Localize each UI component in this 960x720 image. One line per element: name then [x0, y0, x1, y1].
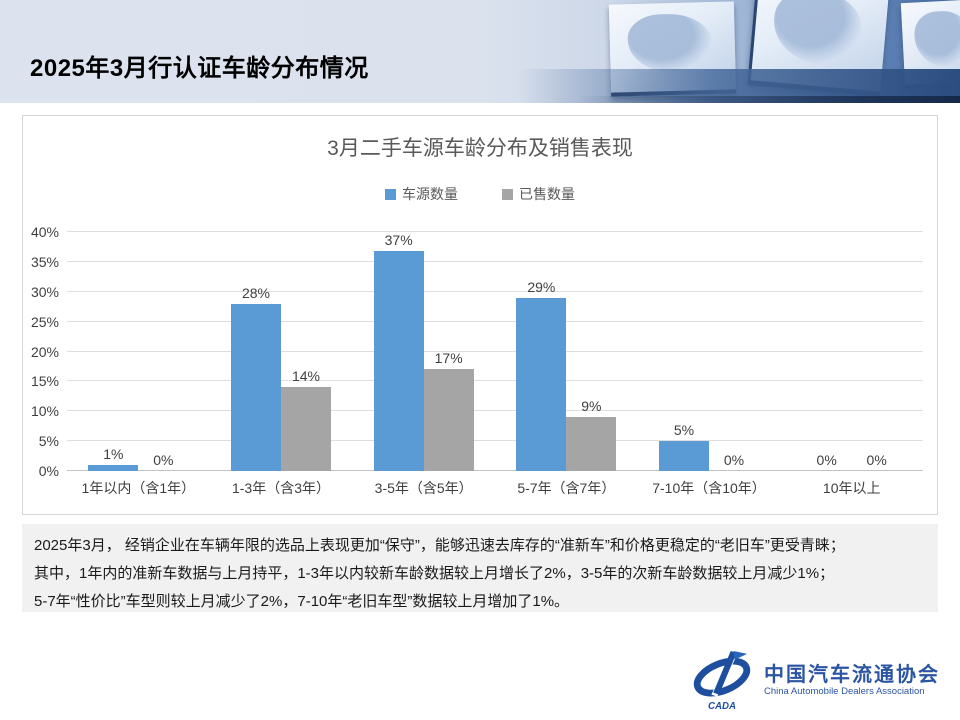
bar-column-2: 14% [280, 232, 331, 471]
summary-box: 2025年3月， 经销企业在车辆年限的选品上表现更加“保守”，能够迅速去库存的“… [22, 524, 938, 612]
x-axis-label-3: 3-5年（含5年） [374, 480, 473, 496]
legend-item-1: 车源数量 [385, 184, 458, 204]
bar-value-label: 17% [434, 350, 463, 367]
bar-value-label: 9% [581, 398, 602, 415]
summary-line: 2025年3月， 经销企业在车辆年限的选品上表现更加“保守”，能够迅速去库存的“… [34, 537, 845, 554]
legend-item-2: 已售数量 [502, 184, 575, 204]
org-name-block: 中国汽车流通协会 China Automobile Dealers Associ… [764, 664, 940, 698]
bar-column-1: 37% [373, 232, 424, 471]
gridline-40 [67, 231, 923, 232]
summary-line: 5-7年“性价比”车型则较上月减少了2%，7-10年“老旧车型”数据较上月增加了… [34, 593, 570, 610]
bar-series1-cat1 [88, 465, 139, 471]
gridline-30 [67, 290, 923, 292]
bar-column-2: 0% [852, 232, 902, 471]
bar-group-2: 28% 14% [210, 232, 353, 471]
x-axis-label-1: 1年以内（含1年） [81, 480, 196, 496]
gridline-25 [67, 320, 923, 322]
bar-value-label: 1% [103, 446, 124, 463]
x-axis-label-5: 7-10年（含10年） [652, 480, 766, 496]
chart-legend: 车源数量 已售数量 [23, 184, 937, 204]
world-map-texture [913, 9, 960, 69]
y-tick-label-35: 35% [30, 253, 59, 270]
y-tick-label-30: 30% [30, 283, 59, 300]
bar-column-2: 9% [566, 232, 617, 471]
gridline-15 [67, 380, 923, 382]
bar-column-2: 0% [138, 232, 188, 471]
org-name-cn: 中国汽车流通协会 [764, 664, 940, 687]
world-map-texture [626, 12, 714, 75]
org-name-en: China Automobile Dealers Association [764, 686, 925, 698]
bar-group-5: 5% 0% [638, 232, 781, 471]
bar-value-label: 0% [816, 452, 837, 468]
y-tick-label-10: 10% [30, 403, 59, 420]
banner-floor-shadow-dark [576, 96, 960, 103]
bar-group-4: 29% 9% [495, 232, 638, 471]
bar-group-1: 1% 0% [67, 232, 210, 471]
plot-area: 0% 5% 10% 15% 20% 25% 30% 35% 40% 1% 0% 28% 14% 37% 17… [31, 224, 923, 479]
bar-value-label: 0% [866, 452, 887, 468]
gridline-20 [67, 350, 923, 352]
bar-series1-cat4 [516, 297, 567, 471]
bar-series1-cat2 [230, 303, 281, 471]
y-tick-label-5: 5% [38, 433, 59, 450]
bar-value-label: 28% [241, 284, 270, 301]
legend-label: 已售数量 [519, 186, 575, 202]
bar-column-2: 0% [709, 232, 759, 471]
bar-series2-cat4 [566, 417, 617, 471]
bar-series1-cat3 [373, 251, 424, 471]
x-axis-labels: 1年以内（含1年） 1-3年（含3年） 3-5年（含5年） 5-7年（含7年） 7-10… [67, 478, 923, 498]
bar-series2-cat2 [280, 387, 331, 471]
bar-value-label: 5% [673, 422, 695, 439]
y-tick-label-40: 40% [30, 224, 59, 240]
bar-group-6: 0% 0% [780, 232, 923, 471]
slide-title: 2025年3月行认证车龄分布情况 [30, 55, 369, 82]
y-tick-label-20: 20% [30, 343, 59, 360]
bar-column-1: 5% [658, 232, 709, 471]
bar-value-label: 29% [527, 278, 556, 295]
x-axis-label-2: 1-3年（含3年） [231, 480, 331, 496]
y-tick-label-25: 25% [30, 313, 59, 330]
bar-value-label: 14% [291, 368, 320, 385]
cada-logo-icon: CADA [693, 650, 751, 712]
bar-column-1: 0% [802, 232, 852, 471]
gridline-10 [67, 410, 923, 412]
bar-column-2: 17% [423, 232, 474, 471]
cada-logo-text: CADA [708, 701, 736, 712]
bar-value-label: 37% [384, 232, 413, 248]
bar-column-1: 28% [230, 232, 281, 471]
chart-panel: 3月二手车源车龄分布及销售表现 车源数量 已售数量 0% 5% 10% 15% 20% 25… [22, 115, 938, 515]
bar-value-label: 0% [723, 452, 745, 468]
summary-line: 其中，1年内的准新车数据与上月持平，1-3年以内较新车龄数据较上月增长了2%，3… [34, 565, 835, 582]
chart-title: 3月二手车源车龄分布及销售表现 [327, 137, 633, 160]
world-map-texture [770, 0, 866, 69]
legend-swatch-icon [502, 188, 513, 200]
header-banner: 2025年3月行认证车龄分布情况 [0, 0, 960, 103]
legend-swatch-icon [385, 188, 396, 200]
bar-value-label: 0% [153, 452, 174, 468]
y-tick-label-15: 15% [30, 373, 59, 390]
y-tick-label-0: 0% [38, 463, 59, 479]
bar-series1-cat5 [658, 441, 709, 471]
bar-column-1: 1% [88, 232, 139, 471]
bar-series2-cat3 [423, 369, 474, 471]
bar-column-1: 29% [516, 232, 567, 471]
footer-logo: CADA 中国汽车流通协会 China Automobile Dealers A… [688, 650, 940, 712]
gridline-35 [67, 260, 923, 262]
bar-group-3: 37% 17% [352, 232, 495, 471]
x-axis-label-6: 10年以上 [822, 480, 881, 496]
gridline-0 [67, 470, 923, 471]
gridline-5 [67, 440, 923, 442]
x-axis-label-4: 5-7年（含7年） [517, 480, 616, 496]
legend-label: 车源数量 [402, 186, 458, 202]
